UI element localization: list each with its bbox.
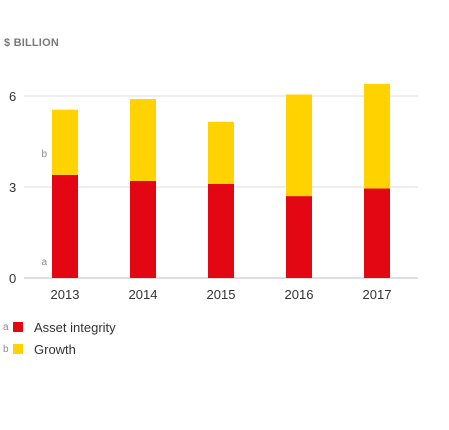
legend-item-growth: b Growth [3, 338, 116, 360]
bar-growth-2016 [286, 94, 312, 197]
x-tick-label: 2014 [129, 287, 158, 302]
bar-growth-2013 [52, 109, 78, 175]
legend-marker-letter: b [3, 343, 9, 355]
bar-asset-integrity-2017 [364, 188, 390, 278]
y-tick-label: 3 [9, 180, 16, 195]
legend-swatch-asset-integrity [13, 322, 23, 332]
y-tick-label: 6 [9, 89, 16, 104]
bar-growth-2014 [130, 99, 156, 181]
bar-asset-integrity-2013 [52, 174, 78, 278]
legend: a Asset integrity b Growth [3, 316, 116, 360]
legend-label-growth: Growth [34, 341, 76, 357]
y-tick-label: 0 [9, 271, 16, 286]
plot-area: 0 3 6 2013 2014 2015 2016 2017 a b [9, 83, 418, 302]
segment-marker-b: b [41, 149, 47, 160]
bar-asset-integrity-2015 [208, 183, 234, 278]
bar-growth-2015 [208, 121, 234, 184]
legend-marker-letter: a [3, 321, 9, 333]
x-tick-label: 2015 [207, 287, 236, 302]
bar-growth-2017 [364, 83, 390, 189]
unit-label: $ BILLION [4, 37, 59, 49]
bar-asset-integrity-2014 [130, 180, 156, 278]
x-tick-label: 2017 [363, 287, 392, 302]
legend-item-asset-integrity: a Asset integrity [3, 316, 116, 338]
segment-marker-a: a [41, 257, 47, 268]
bar-asset-integrity-2016 [286, 196, 312, 278]
x-tick-label: 2013 [51, 287, 80, 302]
legend-label-asset-integrity: Asset integrity [34, 319, 116, 335]
legend-swatch-growth [13, 344, 23, 354]
x-tick-label: 2016 [285, 287, 314, 302]
